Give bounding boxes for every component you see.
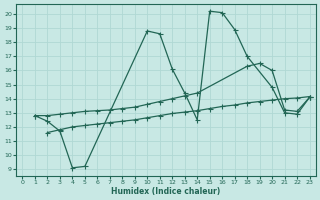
X-axis label: Humidex (Indice chaleur): Humidex (Indice chaleur) <box>111 187 221 196</box>
